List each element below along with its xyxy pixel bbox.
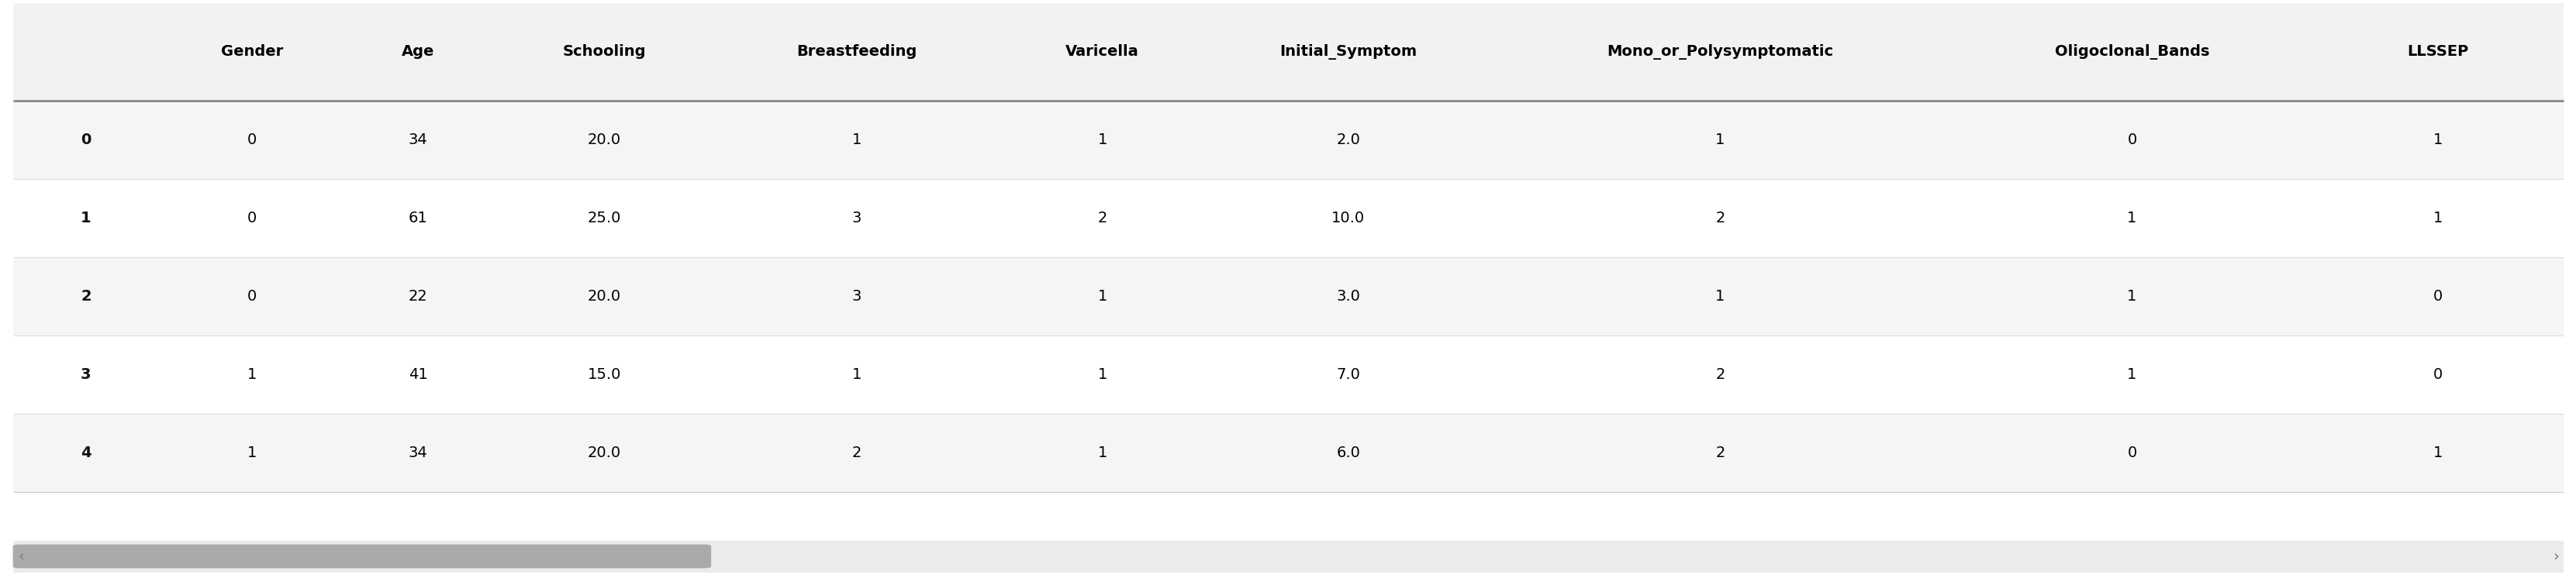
Text: LLSSEP: LLSSEP (2406, 45, 2468, 59)
Text: Breastfeeding: Breastfeeding (796, 45, 917, 59)
Text: 1: 1 (853, 132, 860, 147)
Text: 1: 1 (2128, 289, 2136, 304)
Text: 22: 22 (410, 289, 428, 304)
Text: 20.0: 20.0 (587, 132, 621, 147)
Bar (13, 3, 2563, 101)
Text: 1: 1 (1716, 289, 1723, 304)
Text: 7.0: 7.0 (1337, 368, 1360, 382)
Bar (13, 540, 2563, 572)
Text: 1: 1 (853, 368, 860, 382)
Text: Oligoclonal_Bands: Oligoclonal_Bands (2053, 44, 2208, 60)
Text: Initial_Symptom: Initial_Symptom (1280, 44, 1417, 60)
Text: Age: Age (402, 45, 435, 59)
FancyBboxPatch shape (13, 544, 711, 568)
Text: 1: 1 (2432, 132, 2442, 147)
Text: 15.0: 15.0 (587, 368, 621, 382)
Bar (13, 336, 2563, 414)
Text: 3.0: 3.0 (1337, 289, 1360, 304)
Text: ›: › (2553, 549, 2558, 564)
Text: 1: 1 (1097, 368, 1108, 382)
Text: Schooling: Schooling (562, 45, 647, 59)
Bar (13, 179, 2563, 257)
Text: 0: 0 (2432, 289, 2442, 304)
Text: 25.0: 25.0 (587, 211, 621, 225)
Text: 2: 2 (853, 446, 860, 460)
Text: 20.0: 20.0 (587, 289, 621, 304)
Text: 0: 0 (247, 211, 258, 225)
Text: 20.0: 20.0 (587, 446, 621, 460)
Text: 1: 1 (1097, 446, 1108, 460)
Text: 0: 0 (247, 132, 258, 147)
Text: 2: 2 (1097, 211, 1108, 225)
Text: 2: 2 (1716, 368, 1723, 382)
Text: 0: 0 (2432, 368, 2442, 382)
Text: 0: 0 (247, 289, 258, 304)
Text: 2: 2 (80, 289, 90, 304)
Text: ‹: ‹ (18, 549, 23, 564)
Text: 1: 1 (247, 446, 258, 460)
Text: 41: 41 (410, 368, 428, 382)
Text: 0: 0 (80, 132, 90, 147)
Text: 2: 2 (1716, 446, 1723, 460)
Text: 1: 1 (1097, 289, 1108, 304)
Text: 34: 34 (410, 132, 428, 147)
Bar (13, 257, 2563, 336)
Text: Varicella: Varicella (1066, 45, 1139, 59)
Text: Mono_or_Polysymptomatic: Mono_or_Polysymptomatic (1607, 44, 1834, 60)
Text: 1: 1 (2128, 211, 2136, 225)
Text: 2.0: 2.0 (1337, 132, 1360, 147)
Text: 10.0: 10.0 (1332, 211, 1365, 225)
Text: 6.0: 6.0 (1337, 446, 1360, 460)
Text: Gender: Gender (222, 45, 283, 59)
Text: 0: 0 (2128, 132, 2136, 147)
Text: 1: 1 (1716, 132, 1723, 147)
Text: 61: 61 (410, 211, 428, 225)
Text: 1: 1 (2432, 211, 2442, 225)
Text: 1: 1 (247, 368, 258, 382)
Text: 4: 4 (80, 446, 90, 460)
Text: 2: 2 (1716, 211, 1723, 225)
Text: 1: 1 (1097, 132, 1108, 147)
Text: 3: 3 (853, 289, 860, 304)
Text: 3: 3 (853, 211, 860, 225)
Text: 3: 3 (80, 368, 90, 382)
Bar (13, 414, 2563, 492)
Text: 34: 34 (410, 446, 428, 460)
Text: 0: 0 (2128, 446, 2136, 460)
Text: 1: 1 (80, 211, 90, 225)
Text: 1: 1 (2128, 368, 2136, 382)
Bar (13, 101, 2563, 179)
Text: 1: 1 (2432, 446, 2442, 460)
